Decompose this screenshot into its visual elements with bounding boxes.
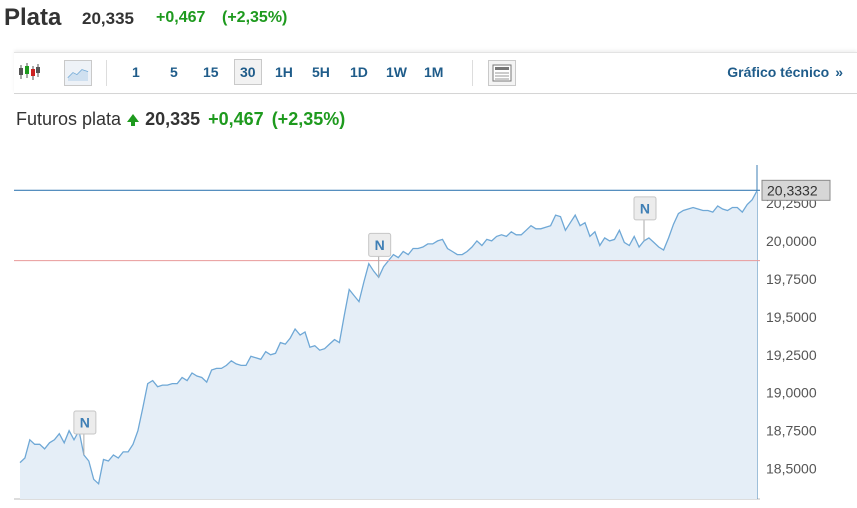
technical-chart-link[interactable]: Gráfico técnico »	[727, 64, 843, 80]
news-toggle-icon[interactable]	[488, 60, 516, 86]
y-tick-label: 19,5000	[766, 309, 817, 325]
range-5[interactable]: 5	[170, 64, 178, 80]
news-marker	[633, 196, 657, 221]
price-chart[interactable]: 18,5000 18,7500 19,0000 19,2500 19,5000 19,75…	[0, 140, 857, 508]
range-1h[interactable]: 1H	[275, 64, 293, 80]
range-1m[interactable]: 1M	[424, 64, 444, 80]
instrument-price: 20,335	[145, 109, 201, 129]
range-1d[interactable]: 1D	[350, 64, 368, 80]
header-change-pct: (+2,35%)	[222, 9, 288, 26]
header-change: +0,467	[156, 9, 206, 26]
news-marker	[73, 410, 97, 435]
header: Plata 20,335 +0,467 (+2,35%)	[0, 0, 857, 40]
y-tick-label: 19,7500	[766, 271, 817, 287]
chart-toolbar: 1 5 15 30 1H 5H 1D 1W 1M Gráfico técnico…	[14, 52, 857, 94]
current-value-box	[761, 179, 831, 201]
range-5h[interactable]: 5H	[312, 64, 330, 80]
y-tick-label: 19,2500	[766, 347, 817, 363]
news-marker-label: N	[375, 237, 385, 253]
instrument-name: Futuros plata	[16, 109, 122, 129]
arrow-up-icon	[127, 114, 140, 126]
range-30[interactable]: 30	[234, 59, 262, 85]
current-value-label: 20,3332	[767, 182, 818, 198]
news-marker	[368, 232, 392, 257]
range-1[interactable]: 1	[132, 64, 140, 80]
price-area	[20, 190, 757, 500]
header-price: 20,335	[82, 9, 134, 28]
candlestick-chart-icon[interactable]	[16, 60, 42, 84]
technical-chart-label: Gráfico técnico	[727, 64, 830, 80]
y-tick-label: 18,5000	[766, 461, 817, 477]
y-tick-label: 19,0000	[766, 385, 817, 401]
news-marker-label: N	[640, 200, 650, 216]
range-15[interactable]: 15	[203, 64, 219, 80]
instrument-change-pct: (+2,35%)	[271, 109, 346, 129]
y-tick-label: 18,7500	[766, 423, 817, 439]
line-chart-icon[interactable]	[64, 60, 92, 86]
page-title: Plata	[4, 4, 62, 31]
chart-title: Futuros plata 20,335 +0,467 (+2,35%)	[16, 109, 345, 130]
range-1w[interactable]: 1W	[386, 64, 407, 80]
instrument-change: +0,467	[208, 109, 264, 129]
news-marker-label: N	[80, 414, 90, 430]
toolbar-separator	[106, 60, 107, 86]
double-chevron-right-icon: »	[835, 64, 843, 80]
toolbar-separator	[472, 60, 473, 86]
y-tick-label: 20,0000	[766, 233, 817, 249]
